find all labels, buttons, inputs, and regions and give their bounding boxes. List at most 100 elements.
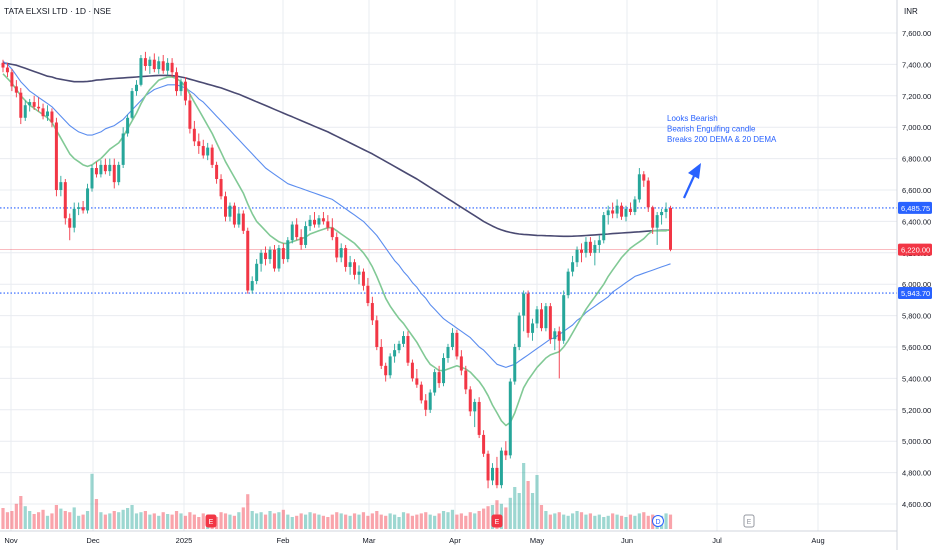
candle-down[interactable] xyxy=(495,456,499,489)
candle-up[interactable] xyxy=(562,290,566,344)
candle-down[interactable] xyxy=(188,94,192,134)
candle-up[interactable] xyxy=(339,243,343,263)
candle-down[interactable] xyxy=(37,97,41,112)
candle-up[interactable] xyxy=(135,80,138,96)
candle-up[interactable] xyxy=(602,211,606,244)
candle-up[interactable] xyxy=(286,237,290,263)
candle-up[interactable] xyxy=(121,127,125,169)
candle-down[interactable] xyxy=(313,211,316,228)
candle-down[interactable] xyxy=(81,200,85,214)
candle-up[interactable] xyxy=(584,237,588,258)
candle-down[interactable] xyxy=(197,133,201,154)
candle-up[interactable] xyxy=(571,255,575,277)
candle-up[interactable] xyxy=(517,312,521,351)
candle-up[interactable] xyxy=(450,328,454,351)
candle-down[interactable] xyxy=(152,53,156,73)
candle-up[interactable] xyxy=(428,389,432,413)
candle-up[interactable] xyxy=(130,87,134,120)
candle-down[interactable] xyxy=(143,51,147,71)
candle-up[interactable] xyxy=(491,463,494,486)
candle-down[interactable] xyxy=(669,205,672,252)
candle-down[interactable] xyxy=(620,202,624,220)
candle-down[interactable] xyxy=(54,117,58,197)
candle-down[interactable] xyxy=(486,450,490,489)
candle-up[interactable] xyxy=(513,343,517,385)
candle-up[interactable] xyxy=(660,208,664,225)
candle-down[interactable] xyxy=(642,171,646,187)
candle-down[interactable] xyxy=(588,237,592,256)
candle-up[interactable] xyxy=(637,168,641,203)
candle-down[interactable] xyxy=(103,158,107,175)
candle-down[interactable] xyxy=(5,62,9,77)
candle-down[interactable] xyxy=(335,232,339,263)
candle-up[interactable] xyxy=(664,202,668,219)
candle-up[interactable] xyxy=(388,353,392,379)
candle-up[interactable] xyxy=(535,306,539,329)
candle-down[interactable] xyxy=(504,441,508,461)
candle-up[interactable] xyxy=(117,161,121,186)
candle-down[interactable] xyxy=(437,365,441,388)
candle-up[interactable] xyxy=(442,353,446,387)
candle-up[interactable] xyxy=(250,276,254,294)
candle-down[interactable] xyxy=(241,210,245,234)
earnings-marker[interactable]: E xyxy=(743,514,755,528)
candle-down[interactable] xyxy=(94,161,98,178)
candle-up[interactable] xyxy=(593,240,597,266)
candle-up[interactable] xyxy=(255,259,259,285)
candle-up[interactable] xyxy=(575,246,579,267)
dividend-marker[interactable]: D xyxy=(652,515,664,527)
candle-up[interactable] xyxy=(46,105,49,121)
candle-down[interactable] xyxy=(557,326,561,379)
candle-down[interactable] xyxy=(468,386,472,417)
candle-up[interactable] xyxy=(308,215,312,231)
candle-up[interactable] xyxy=(90,164,94,192)
candle-up[interactable] xyxy=(304,221,308,249)
candle-up[interactable] xyxy=(237,208,241,228)
candle-up[interactable] xyxy=(268,246,272,264)
candle-up[interactable] xyxy=(393,343,397,363)
candle-up[interactable] xyxy=(228,202,232,222)
candle-up[interactable] xyxy=(348,255,352,275)
candle-down[interactable] xyxy=(344,244,348,272)
candle-down[interactable] xyxy=(464,365,468,395)
candle-up[interactable] xyxy=(531,318,535,341)
candle-down[interactable] xyxy=(548,303,552,344)
candle-up[interactable] xyxy=(499,447,503,489)
candle-up[interactable] xyxy=(277,244,281,272)
candle-up[interactable] xyxy=(446,343,450,363)
candle-down[interactable] xyxy=(215,161,219,184)
candle-down[interactable] xyxy=(611,202,615,219)
candle-up[interactable] xyxy=(357,265,361,285)
candle-down[interactable] xyxy=(326,215,330,231)
candle-down[interactable] xyxy=(192,120,196,147)
candle-down[interactable] xyxy=(161,54,165,74)
candle-down[interactable] xyxy=(272,244,276,272)
candle-down[interactable] xyxy=(410,359,414,382)
candle-down[interactable] xyxy=(424,394,428,417)
candle-down[interactable] xyxy=(321,211,325,225)
candle-up[interactable] xyxy=(290,221,294,244)
candle-up[interactable] xyxy=(655,211,659,245)
candle-up[interactable] xyxy=(99,160,103,178)
candle-down[interactable] xyxy=(1,59,5,73)
candle-down[interactable] xyxy=(175,67,179,96)
candle-down[interactable] xyxy=(19,87,23,125)
candle-down[interactable] xyxy=(219,174,223,200)
candle-down[interactable] xyxy=(201,139,205,159)
candle-down[interactable] xyxy=(419,381,423,404)
candle-up[interactable] xyxy=(615,199,619,219)
candle-down[interactable] xyxy=(482,430,486,457)
candle-up[interactable] xyxy=(397,340,401,354)
candle-down[interactable] xyxy=(379,339,383,369)
candle-down[interactable] xyxy=(32,95,36,110)
candle-up[interactable] xyxy=(28,98,32,112)
candle-up[interactable] xyxy=(23,100,27,121)
candle-up[interactable] xyxy=(433,368,437,396)
candle-down[interactable] xyxy=(406,331,410,366)
candle-down[interactable] xyxy=(366,277,370,307)
candle-up[interactable] xyxy=(597,235,601,253)
candle-down[interactable] xyxy=(232,202,236,228)
candle-down[interactable] xyxy=(415,368,419,388)
